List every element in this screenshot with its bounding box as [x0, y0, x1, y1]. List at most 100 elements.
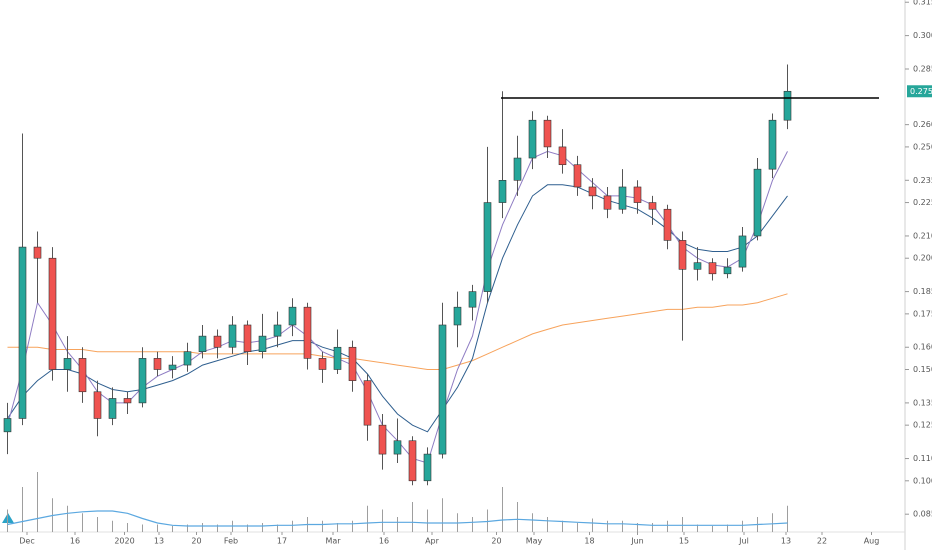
volume-bar [772, 513, 773, 532]
volume-bar [157, 524, 158, 532]
candle-body [348, 346, 357, 381]
y-tick-label: 0.135 [913, 398, 932, 407]
candle-body [198, 335, 207, 352]
x-tick-label: 2020 [114, 537, 134, 546]
x-tick-label: 22 [817, 537, 827, 546]
candle-body [18, 246, 27, 419]
x-tick-label: 13 [154, 537, 164, 546]
candle-body [273, 324, 282, 337]
x-tick-label: 17 [277, 537, 287, 546]
candle-body [483, 202, 492, 292]
y-tick-label: 0.200 [913, 254, 932, 263]
y-tick-label: 0.210 [913, 231, 932, 240]
y-tick-label: 0.315 [913, 0, 932, 7]
volume-bar [97, 517, 98, 532]
volume-bar [742, 520, 743, 532]
volume-bar [442, 498, 443, 532]
volume-bar [712, 526, 713, 532]
candle-body [753, 168, 762, 237]
candle-body [288, 306, 297, 326]
volume-bar [562, 520, 563, 532]
candle-body [528, 119, 537, 159]
volume-bar [127, 523, 128, 532]
candle-body [708, 262, 717, 275]
volume-bar [172, 526, 173, 532]
candle-body [123, 398, 132, 404]
volume-bar [277, 524, 278, 532]
volume-bar [427, 509, 428, 532]
price-tag-label: 0.275 [910, 87, 932, 96]
candle-body [48, 257, 57, 370]
candle-body [438, 324, 447, 455]
x-tick-label: 15 [679, 537, 689, 546]
volume-bar [217, 524, 218, 532]
candle-body [333, 346, 342, 370]
candle-body [63, 358, 72, 370]
x-tick-label: 13 [781, 537, 791, 546]
x-tick-label: Jul [738, 537, 749, 546]
x-tick-label: Aug [864, 537, 880, 546]
candle-body [93, 391, 102, 419]
volume-bar [142, 524, 143, 532]
volume-bar [577, 523, 578, 532]
candle-body [678, 240, 687, 270]
candle-body [738, 235, 747, 268]
x-tick-label: Dec [19, 537, 34, 546]
y-tick-label: 0.085 [913, 510, 932, 519]
volume-ma-line [7, 510, 788, 527]
candle-body [138, 358, 147, 404]
candle-body [318, 358, 327, 370]
candle-body [153, 358, 162, 370]
volume-bar [397, 517, 398, 532]
volume-bar [382, 509, 383, 532]
candle-body [558, 146, 567, 166]
candle-body [543, 119, 552, 148]
volume-bar [652, 523, 653, 532]
volume-bar [547, 517, 548, 532]
volume-bar [607, 520, 608, 532]
x-tick-label: Apr [425, 537, 440, 546]
volume-bar [592, 518, 593, 532]
candle-body [498, 180, 507, 203]
volume-bar [787, 505, 788, 532]
candle-body [513, 157, 522, 181]
volume-bar [532, 513, 533, 532]
y-tick-label: 0.175 [913, 309, 932, 318]
volume-bar [472, 517, 473, 532]
candle-body [378, 424, 387, 455]
candle-body [393, 440, 402, 455]
candle-body [408, 440, 417, 482]
volume-bar [187, 524, 188, 532]
candle-body [363, 380, 372, 426]
y-tick-label: 0.100 [913, 476, 932, 485]
candle-body [603, 195, 612, 210]
y-tick-label: 0.235 [913, 176, 932, 185]
y-tick-label: 0.185 [913, 287, 932, 296]
x-tick-label: 20 [491, 537, 501, 546]
volume-bar [622, 520, 623, 532]
candle-body [108, 398, 117, 419]
volume-bar [82, 513, 83, 532]
volume-bar [502, 487, 503, 532]
candle-body [78, 358, 87, 393]
candle-body [453, 306, 462, 326]
x-tick-label: 20 [191, 537, 201, 546]
volume-bar [637, 523, 638, 532]
candle-body [168, 364, 177, 370]
candle-body [618, 186, 627, 210]
y-tick-label: 0.225 [913, 198, 932, 207]
volume-bar [727, 524, 728, 532]
volume-bar [697, 524, 698, 532]
x-tick-label: Mar [325, 537, 341, 546]
candle-body [183, 351, 192, 366]
volume-bar [37, 472, 38, 532]
ma-line [7, 184, 788, 433]
volume-bar [322, 520, 323, 532]
volume-bar [292, 520, 293, 532]
x-tick-label: Feb [224, 537, 238, 546]
volume-bar [67, 505, 68, 532]
candle-body [423, 453, 432, 482]
x-tick-label: May [526, 537, 543, 546]
volume-bar [202, 523, 203, 532]
